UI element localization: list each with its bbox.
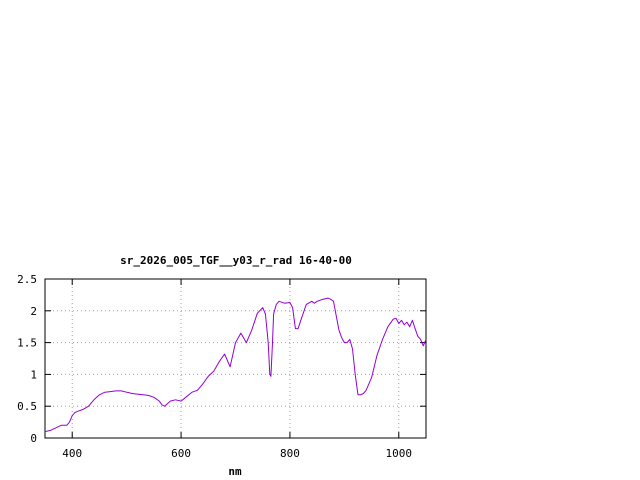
x-axis-label: nm [228, 465, 242, 478]
y-tick-label: 2 [30, 305, 37, 318]
y-tick-label: 0 [30, 432, 37, 445]
x-tick-label: 400 [62, 447, 82, 460]
grid-lines [45, 279, 426, 438]
chart-title: sr_2026_005_TGF__y03_r_rad 16-40-00 [120, 254, 352, 267]
x-tick-label: 1000 [386, 447, 413, 460]
x-axis-tick-labels: 400 600 800 1000 [62, 447, 412, 460]
axis-ticks [45, 278, 426, 439]
y-axis-tick-labels: 0 0.5 1 1.5 2 2.5 [17, 273, 37, 445]
x-tick-label: 600 [171, 447, 191, 460]
plot-frame [44, 278, 427, 439]
series-line-0 [44, 297, 427, 433]
y-tick-label: 2.5 [17, 273, 37, 286]
y-tick-label: 1.5 [17, 337, 37, 350]
x-tick-label: 800 [280, 447, 300, 460]
y-tick-label: 0.5 [17, 400, 37, 413]
y-tick-label: 1 [30, 368, 37, 381]
series-layer [44, 297, 427, 433]
